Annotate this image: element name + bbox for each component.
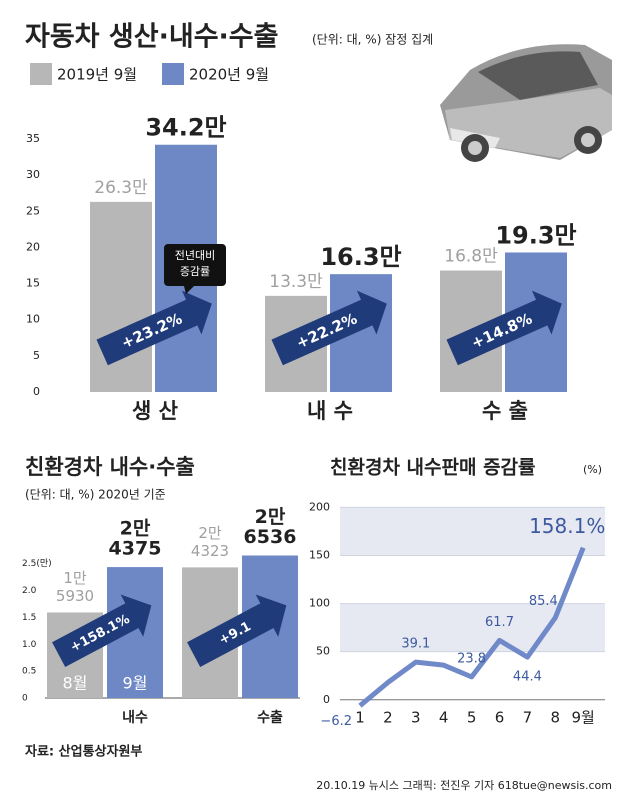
x-tick-label: 1 bbox=[355, 709, 365, 727]
y-tick-label: 0.5 bbox=[22, 667, 36, 677]
x-tick-label: 수 출 bbox=[482, 399, 528, 423]
grid-band bbox=[340, 507, 605, 556]
line bbox=[358, 546, 586, 708]
legend-swatch bbox=[30, 63, 52, 85]
value-label: 2만 bbox=[255, 506, 286, 528]
value-label: 23.8 bbox=[457, 651, 486, 666]
value-label: 85.4 bbox=[529, 594, 558, 609]
y-tick-label: 1.5 bbox=[22, 613, 36, 623]
y-tick-label: 0 bbox=[22, 694, 28, 704]
value-label: 13.3만 bbox=[269, 272, 323, 292]
legend-swatch bbox=[162, 63, 184, 85]
value-label: 1만 bbox=[63, 569, 87, 587]
y-tick-label: 150 bbox=[309, 549, 330, 562]
arrow bbox=[52, 594, 152, 668]
y-tick-label: 100 bbox=[309, 597, 330, 610]
car-illustration bbox=[440, 44, 612, 162]
y-tick-label: 10 bbox=[26, 313, 40, 326]
arrow-annotation: +23.2% bbox=[96, 290, 212, 366]
x-tick-label: 3 bbox=[411, 709, 421, 727]
y-tick-label: 35 bbox=[26, 132, 40, 145]
x-tick-label: 5 bbox=[467, 709, 477, 727]
arrow bbox=[446, 290, 562, 366]
x-tick-label: 생 산 bbox=[132, 399, 178, 423]
value-label: 5930 bbox=[56, 587, 94, 605]
subtitle: (단위: 대, %) 2020년 기준 bbox=[25, 488, 166, 502]
x-tick-label: 8 bbox=[551, 709, 561, 727]
title: 친환경차 내수·수출 bbox=[25, 455, 195, 479]
x-tick-label: 2 bbox=[383, 709, 393, 727]
value-label: 16.3만 bbox=[320, 243, 401, 271]
value-label: −6.2 bbox=[320, 714, 352, 729]
callout-text: 전년대비 bbox=[175, 249, 215, 262]
x-tick-label: 7 bbox=[523, 709, 533, 727]
y-tick-label: 200 bbox=[309, 500, 330, 513]
arrow bbox=[187, 594, 287, 668]
y-tick-label: 1.0 bbox=[22, 640, 37, 650]
subtitle: (단위: 대, %) 잠정 집계 bbox=[312, 33, 433, 47]
x-tick-label: 수출 bbox=[257, 709, 283, 726]
source: 자료: 산업통상자원부 bbox=[25, 744, 142, 760]
value-label: 4375 bbox=[109, 538, 162, 560]
y-tick-label: 0 bbox=[323, 693, 330, 706]
y-tick-label: 2.5(만) bbox=[22, 558, 52, 569]
y-tick-label: 30 bbox=[26, 168, 40, 181]
bar bbox=[90, 201, 152, 392]
title: 친환경차 내수판매 증감률 bbox=[330, 457, 536, 479]
value-label: 61.7 bbox=[485, 615, 514, 630]
y-tick-label: 5 bbox=[33, 349, 40, 362]
series-label: 9월 bbox=[123, 674, 148, 693]
value-label: 4323 bbox=[191, 542, 229, 560]
callout-text: 증감률 bbox=[180, 265, 210, 278]
legend-label: 2020년 9월 bbox=[189, 66, 269, 84]
callout-box bbox=[164, 244, 226, 294]
legend-label: 2019년 9월 bbox=[57, 66, 137, 84]
grid-band bbox=[340, 603, 605, 652]
value-label: 34.2만 bbox=[145, 114, 226, 142]
series-label: 8월 bbox=[63, 674, 88, 693]
value-label: 26.3만 bbox=[94, 178, 148, 198]
value-label: 2만 bbox=[120, 518, 151, 540]
y-tick-label: 2.0 bbox=[22, 586, 37, 596]
y-tick-label: 20 bbox=[26, 240, 40, 253]
value-label: 2만 bbox=[198, 524, 222, 542]
arrow bbox=[271, 290, 387, 366]
y-tick-label: 25 bbox=[26, 204, 40, 217]
value-label: 158.1% bbox=[529, 514, 605, 538]
credit: 20.10.19 뉴시스 그래픽: 전진우 기자 618tue@newsis.c… bbox=[316, 779, 612, 792]
value-label: 6536 bbox=[244, 526, 297, 548]
value-label: 39.1 bbox=[401, 637, 430, 652]
x-tick-label: 내 수 bbox=[307, 399, 353, 423]
value-label: 44.4 bbox=[513, 670, 542, 685]
value-label: 19.3만 bbox=[495, 221, 576, 249]
y-tick-label: 50 bbox=[316, 645, 330, 658]
title: 자동차 생산·내수·수출 bbox=[25, 22, 278, 53]
x-tick-label: 6 bbox=[495, 709, 505, 727]
arrow bbox=[96, 290, 212, 366]
x-tick-label: 4 bbox=[439, 709, 449, 727]
y-tick-label: 0 bbox=[33, 385, 40, 398]
x-tick-label: 내수 bbox=[122, 710, 148, 726]
y-tick-label: 15 bbox=[26, 277, 40, 290]
value-label: 16.8만 bbox=[444, 247, 498, 267]
unit: (%) bbox=[583, 463, 602, 476]
x-tick-label: 9월 bbox=[572, 709, 595, 727]
